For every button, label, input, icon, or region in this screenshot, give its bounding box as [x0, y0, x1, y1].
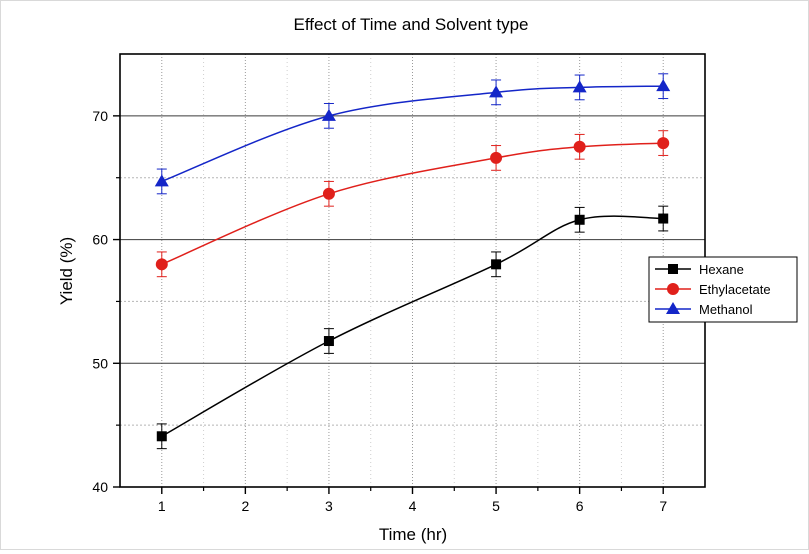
data-point-ethylacetate [322, 187, 335, 200]
legend-label-ethylacetate: Ethylacetate [699, 282, 771, 297]
data-point-ethylacetate [490, 151, 503, 164]
data-point-methanol [154, 174, 169, 187]
data-point-hexane [323, 336, 334, 347]
grid-layer [120, 54, 705, 488]
tick-layer: 1 2 3 4 5 6 7 40 50 60 70 [92, 108, 667, 514]
legend-label-methanol: Methanol [699, 302, 753, 317]
legend: Hexane Ethylacetate Methanol [648, 256, 798, 323]
x-tick-label: 4 [409, 498, 417, 514]
x-tick-label: 1 [158, 498, 166, 514]
y-axis-title: Yield (%) [57, 237, 76, 305]
x-axis-title: Time (hr) [379, 525, 447, 544]
y-tick-label: 40 [92, 479, 108, 495]
series-line-methanol [161, 85, 664, 183]
series-ethylacetate [155, 130, 670, 278]
data-point-methanol [321, 108, 336, 121]
legend-item-hexane: Hexane [655, 262, 744, 277]
x-tick-label: 2 [241, 498, 249, 514]
x-tick-label: 7 [659, 498, 667, 514]
data-point-methanol [656, 79, 671, 92]
series-hexane [156, 205, 669, 450]
y-tick-label: 70 [92, 108, 108, 124]
x-tick-label: 6 [576, 498, 584, 514]
series-line-ethylacetate [161, 142, 664, 266]
series-layer [154, 73, 671, 450]
x-tick-label: 5 [492, 498, 500, 514]
legend-item-ethylacetate: Ethylacetate [655, 282, 771, 297]
y-tick-label: 60 [92, 232, 108, 248]
y-tick-label: 50 [92, 355, 108, 371]
data-point-methanol [572, 80, 587, 93]
data-point-hexane [658, 213, 669, 224]
data-point-ethylacetate [155, 258, 168, 271]
x-tick-label: 3 [325, 498, 333, 514]
data-point-methanol [489, 85, 504, 98]
chart-title: Effect of Time and Solvent type [294, 15, 529, 34]
series-methanol [154, 73, 671, 195]
data-point-hexane [491, 259, 502, 270]
legend-marker [668, 264, 678, 274]
legend-marker [667, 283, 679, 295]
legend-label-hexane: Hexane [699, 262, 744, 277]
data-point-ethylacetate [573, 140, 586, 153]
data-point-ethylacetate [657, 137, 670, 150]
data-point-hexane [156, 431, 167, 442]
legend-marker [666, 302, 680, 314]
series-line-hexane [161, 215, 664, 437]
data-point-hexane [574, 214, 585, 225]
legend-item-methanol: Methanol [655, 302, 753, 317]
